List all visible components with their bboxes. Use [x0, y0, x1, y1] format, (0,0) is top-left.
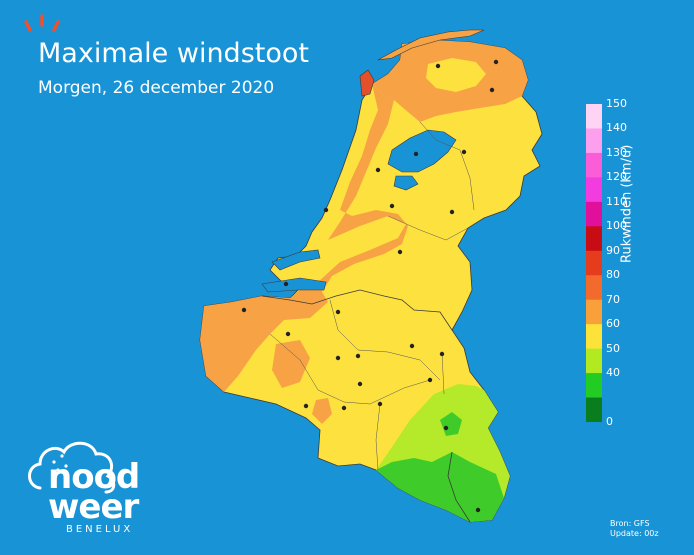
- city-dot: [341, 405, 347, 411]
- ijsselmeer: [387, 129, 457, 173]
- wind-zone-80-inland-spot: [272, 340, 310, 388]
- colorbar-segment: [586, 324, 602, 350]
- colorbar-segment: [586, 177, 602, 203]
- colorbar-tick-label: 50: [606, 341, 620, 355]
- city-dot: [409, 343, 415, 349]
- map-title: Maximale windstoot: [38, 38, 309, 69]
- city-dot: [335, 309, 341, 315]
- city-dot: [449, 209, 455, 215]
- colorbar-segment: [586, 226, 602, 252]
- source-info: Bron: GFS Update: 00z: [610, 519, 659, 539]
- city-dot: [355, 353, 361, 359]
- noodweer-cloud-logo: [28, 441, 116, 494]
- colorbar-segment: [586, 275, 602, 301]
- city-dot: [475, 507, 481, 513]
- map-subtitle: Morgen, 26 december 2020: [38, 78, 275, 98]
- source-line: Bron: GFS: [610, 519, 650, 528]
- sun-rays-icon: [24, 14, 60, 32]
- nl-be-border: [261, 289, 453, 331]
- colorbar-tick-label: 130: [606, 145, 627, 159]
- colorbar-segment: [586, 128, 602, 154]
- be-lux-border: [447, 451, 471, 523]
- colorbar-segment: [586, 299, 602, 325]
- wind-zone-80-coast: [200, 84, 408, 392]
- logo-word-weer: weer: [48, 487, 139, 527]
- colorbar-tick-label: 70: [606, 292, 620, 306]
- city-dot: [427, 377, 433, 383]
- zeeland-estuary-north: [271, 249, 321, 271]
- city-dot: [285, 331, 291, 337]
- city-dot: [489, 87, 495, 93]
- markermeer: [393, 175, 419, 191]
- city-dot: [389, 203, 395, 209]
- city-dot: [493, 59, 499, 65]
- colorbar-segment: [586, 152, 602, 178]
- colorbar-tick-label: 0: [606, 415, 613, 428]
- city-dot: [323, 207, 329, 213]
- city-dot: [397, 249, 403, 255]
- colorbar-tick-label: 100: [606, 219, 627, 233]
- wind-speed-colorbar: [586, 104, 602, 422]
- colorbar-tick-label: 40: [606, 366, 620, 380]
- logo-word-nood: nood: [48, 457, 140, 497]
- city-dot: [303, 403, 309, 409]
- colorbar-tick-label: 80: [606, 268, 620, 282]
- colorbar-segment: [586, 201, 602, 227]
- colorbar-tick-label: 90: [606, 243, 620, 257]
- colorbar-title: Rukwinden (km/u): [619, 144, 635, 263]
- wind-zone-50-ardennes: [376, 452, 504, 522]
- city-dot: [335, 355, 341, 361]
- city-dot: [283, 281, 289, 287]
- city-dot: [241, 307, 247, 313]
- city-dot: [443, 425, 449, 431]
- city-dots: [241, 59, 499, 513]
- city-dot: [439, 351, 445, 357]
- logo-word-benelux: BENELUX: [66, 524, 134, 535]
- city-dot: [375, 167, 381, 173]
- colorbar-segment: [586, 397, 602, 422]
- colorbar-tick-label: 150: [606, 97, 627, 110]
- texel-island: [359, 69, 375, 97]
- colorbar-tick-label: 120: [606, 170, 627, 184]
- city-dot: [461, 149, 467, 155]
- city-dot: [435, 63, 441, 69]
- colorbar-tick-label: 140: [606, 121, 627, 135]
- city-dot: [377, 401, 383, 407]
- colorbar-tick-label: 110: [606, 194, 627, 208]
- colorbar-segment: [586, 104, 602, 129]
- zeeland-estuary-south: [261, 277, 327, 293]
- colorbar-segment: [586, 348, 602, 374]
- city-dot: [357, 381, 363, 387]
- wadden-islands: [377, 29, 485, 61]
- province-borders: [269, 121, 475, 471]
- colorbar-segment: [586, 373, 602, 399]
- wind-zone-70-frisian: [426, 58, 486, 92]
- city-dot: [413, 151, 419, 157]
- colorbar-tick-label: 60: [606, 317, 620, 331]
- wind-zone-80-south-spot: [312, 398, 332, 424]
- update-line: Update: 00z: [610, 529, 659, 538]
- colorbar-segment: [586, 250, 602, 276]
